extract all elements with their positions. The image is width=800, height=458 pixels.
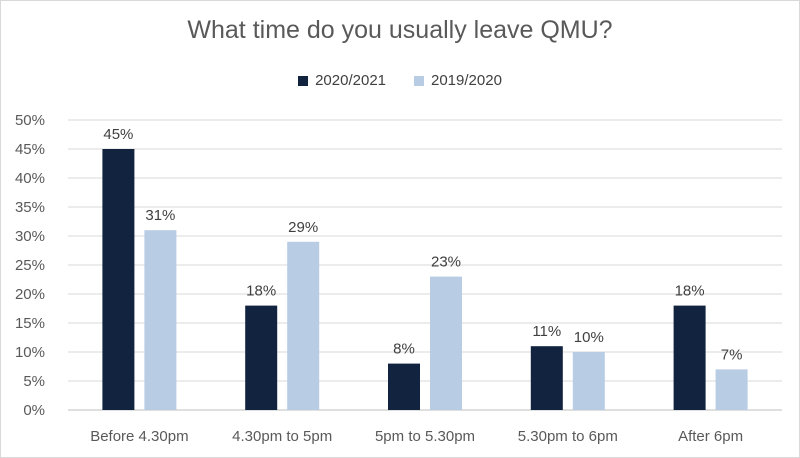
bar-series-2 — [287, 241, 320, 410]
bar-series-1 — [673, 305, 706, 410]
data-label: 18% — [246, 283, 276, 300]
legend-label-series-1: 2020/2021 — [315, 72, 386, 89]
data-label: 7% — [721, 346, 743, 363]
data-label: 18% — [675, 283, 705, 300]
y-tick-label: 0% — [23, 402, 45, 419]
legend-swatch-series-1 — [298, 75, 309, 86]
bar-series-2 — [572, 352, 605, 410]
bar-series-2 — [430, 276, 462, 410]
chart-legend: 2020/2021 2019/2020 — [0, 72, 800, 89]
y-tick-label: 10% — [15, 344, 45, 361]
data-label: 23% — [431, 254, 461, 271]
legend-swatch-series-2 — [414, 75, 424, 86]
y-tick-label: 35% — [15, 199, 45, 216]
legend-item-series-2: 2019/2020 — [414, 72, 502, 89]
data-label: 45% — [103, 126, 133, 143]
legend-label-series-2: 2019/2020 — [431, 72, 502, 89]
bar-series-2 — [144, 230, 177, 410]
x-tick-label: After 6pm — [678, 428, 743, 445]
bar-series-1 — [102, 149, 135, 410]
data-label: 10% — [574, 329, 604, 346]
x-tick-label: 5pm to 5.30pm — [375, 428, 475, 445]
x-tick-label: Before 4.30pm — [90, 428, 188, 445]
bar-series-1 — [388, 363, 420, 410]
x-tick-label: 5.30pm to 6pm — [518, 428, 618, 445]
data-label: 31% — [145, 207, 175, 224]
y-tick-label: 20% — [15, 286, 45, 303]
bar-series-1 — [530, 346, 563, 410]
y-tick-label: 25% — [15, 257, 45, 274]
data-label: 29% — [288, 219, 318, 236]
legend-item-series-1: 2020/2021 — [298, 72, 386, 89]
y-tick-label: 40% — [15, 170, 45, 187]
data-label: 11% — [532, 323, 561, 340]
bar-series-1 — [245, 305, 278, 410]
x-tick-label: 4.30pm to 5pm — [232, 428, 332, 445]
data-label: 8% — [393, 341, 415, 358]
y-tick-label: 15% — [15, 315, 45, 332]
y-tick-label: 5% — [23, 373, 45, 390]
y-tick-label: 30% — [15, 228, 45, 245]
y-tick-label: 50% — [15, 112, 45, 129]
y-tick-label: 45% — [15, 141, 45, 158]
bar-series-2 — [715, 369, 748, 410]
chart-title: What time do you usually leave QMU? — [187, 16, 613, 44]
